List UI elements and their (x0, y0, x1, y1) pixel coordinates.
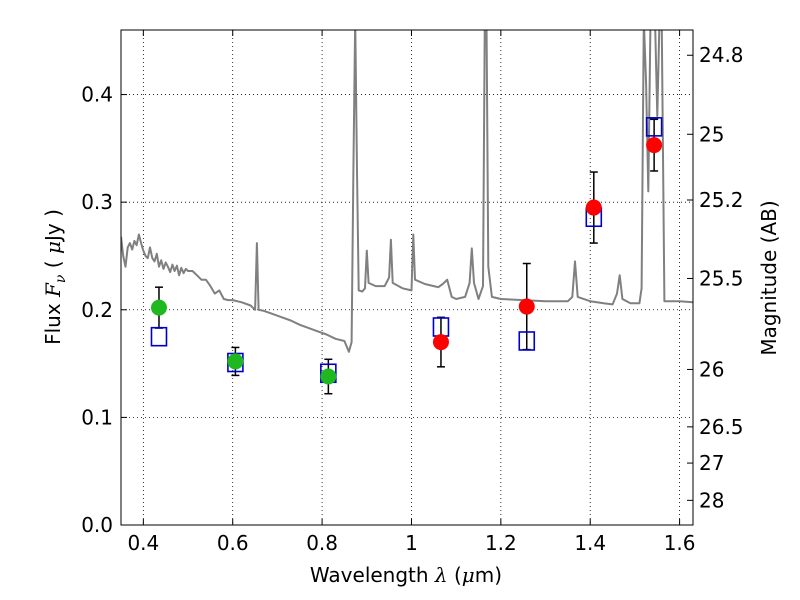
plot-frame (120, 29, 694, 526)
x-tick-label: 1.4 (574, 531, 606, 555)
x-tick-label: 0.8 (306, 531, 338, 555)
x-tick-label: 0.4 (127, 531, 159, 555)
y2-tick-label: 25.2 (699, 188, 744, 212)
y-axis-title: Flux Fν ( μJy ) (41, 209, 69, 345)
green-photometry-point (150, 299, 167, 316)
model-square-marker (150, 326, 168, 347)
y-tick-label: 0.0 (81, 513, 113, 537)
model-square-marker (518, 331, 536, 351)
y2-tick-label: 27 (699, 451, 724, 475)
x-tick-label: 1 (405, 531, 418, 555)
y2-tick-label: 25.5 (699, 266, 744, 290)
x-tick-label: 1.2 (485, 531, 517, 555)
red-photometry-point (518, 298, 535, 315)
y2-tick-label: 28 (699, 488, 724, 512)
green-photometry-point (227, 353, 244, 370)
y2-tick-label: 26.5 (699, 415, 744, 439)
red-photometry-point (432, 334, 449, 351)
y-tick-label: 0.2 (81, 298, 113, 322)
red-photometry-point (646, 137, 663, 154)
x-axis-title: Wavelength λ (μm) (310, 563, 502, 587)
y-tick-label: 0.4 (81, 83, 113, 107)
red-photometry-point (585, 199, 602, 216)
y2-axis-title: Magnitude (AB) (757, 200, 781, 355)
marker-layer (150, 117, 663, 385)
axis-ticks (121, 30, 693, 526)
y2-tick-label: 24.8 (699, 43, 744, 67)
spectrum-layer (121, 30, 693, 353)
x-tick-label: 0.6 (217, 531, 249, 555)
y2-tick-label: 26 (699, 357, 724, 381)
plot-area (121, 30, 693, 525)
y-tick-label: 0.3 (81, 190, 113, 214)
model-square-marker (645, 117, 663, 137)
y-tick-label: 0.1 (81, 405, 113, 429)
y2-tick-label: 25 (699, 122, 724, 146)
x-tick-label: 1.6 (664, 531, 696, 555)
green-photometry-point (320, 368, 337, 385)
tick-labels: 0.4 0.6 0.8 1 1.2 1.4 1.6 0.0 0.1 0.2 0.3 0.4 24.8 25… (81, 43, 743, 555)
spectrum-line (121, 30, 693, 353)
